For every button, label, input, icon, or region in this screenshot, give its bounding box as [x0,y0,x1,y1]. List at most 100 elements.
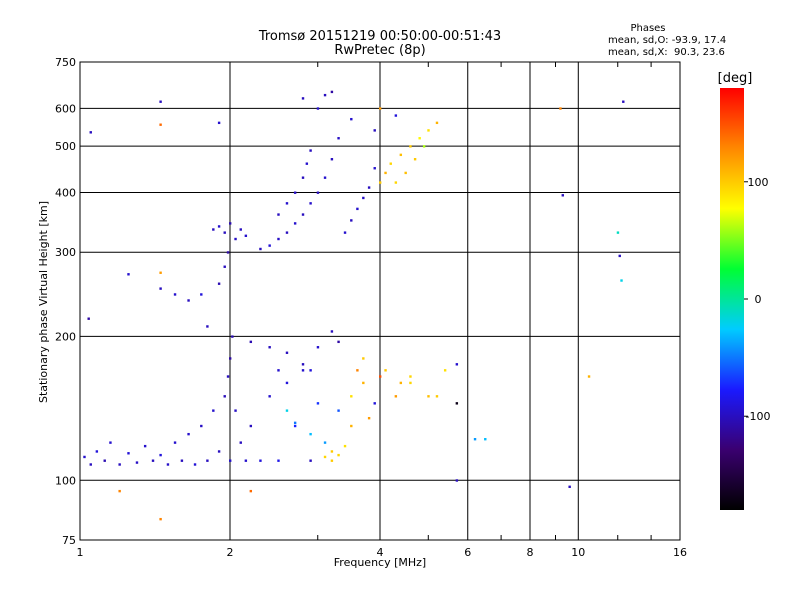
data-point [362,357,365,360]
x-tick-label: 6 [464,546,471,559]
y-tick-label: 400 [55,186,76,199]
data-point [323,93,327,97]
data-point [316,346,320,349]
y-tick-label: 750 [55,56,76,69]
data-point [229,357,232,360]
data-point [373,167,376,170]
chart-title: Tromsø 20151219 00:50:00-00:51:43 [258,29,501,44]
y-axis-ticks: 75 100 200 300 400 500 600 750 [55,56,76,547]
x-axis-label: Frequency [MHz] [334,556,426,569]
data-point [356,369,359,372]
data-point [399,381,403,385]
data-point [394,114,398,117]
y-tick-label: 200 [55,330,76,343]
data-point [435,121,439,125]
data-point [301,97,305,100]
data-point [373,129,376,132]
data-point [206,325,209,328]
data-point [268,395,271,398]
data-point [316,191,320,194]
x-tick-label: 1 [77,546,84,559]
data-point [226,251,230,254]
x-tick-label: 8 [527,546,534,559]
data-point [234,237,237,241]
data-point [173,293,177,296]
data-point [622,100,625,103]
data-point [206,459,209,462]
data-point [249,424,253,428]
x-tick-label: 2 [227,546,234,559]
data-point [234,409,237,412]
phases-mean-o: mean, sd,O: -93.9, 17.4 [608,35,726,46]
data-point [484,437,487,441]
data-point [399,153,403,157]
data-point [285,409,289,412]
data-point [249,489,253,493]
data-point [159,453,162,457]
data-point [200,293,203,296]
data-point [212,409,215,412]
data-point [316,107,320,110]
data-point [330,450,334,453]
data-point [343,444,347,448]
y-axis-label: Stationary phase Virtual Height [km] [37,201,50,403]
data-point [404,171,407,175]
data-points [83,90,625,521]
data-point [277,369,280,372]
data-point [350,219,353,222]
data-point [435,395,439,398]
data-point [87,317,90,320]
data-point [309,432,312,436]
data-point [229,222,232,225]
data-point [362,381,365,385]
data-point [413,158,417,161]
data-point [223,231,226,234]
x-tick-label: 4 [377,546,384,559]
data-point [159,517,162,521]
data-point [226,375,230,378]
data-point [309,459,312,462]
data-point [89,463,92,466]
data-point [268,346,271,349]
data-point [229,459,232,462]
data-point [103,459,106,462]
data-point [394,395,398,398]
y-tick-label: 500 [55,140,76,153]
data-point [379,375,382,378]
x-axis-ticks: 1 2 4 6 8 10 16 [77,546,688,559]
data-point [373,402,376,405]
data-point [217,450,221,453]
data-point [159,287,162,290]
data-point [293,222,297,225]
data-point [143,444,147,448]
data-point [337,453,340,457]
data-point [568,485,571,489]
data-point [89,131,92,134]
y-tick-label: 300 [55,246,76,259]
data-point [409,375,412,378]
data-point [217,121,221,125]
data-point [159,100,162,103]
data-point [244,459,248,462]
data-point [223,265,226,268]
data-point [193,463,197,466]
data-point [268,244,271,247]
data-point [356,207,359,211]
data-point [180,459,184,462]
data-point [200,424,203,428]
data-point [309,202,312,205]
data-point [285,351,289,354]
data-point [443,369,447,372]
data-point [350,117,353,121]
data-point [109,441,112,444]
data-point [389,162,392,165]
data-point [362,196,365,200]
data-point [409,145,412,148]
colorbar-ticks: 100 0 -100 [744,176,770,423]
data-point [427,395,430,398]
y-tick-label: 600 [55,102,76,115]
data-point [384,171,387,175]
data-point [309,369,312,372]
data-point [618,254,621,258]
